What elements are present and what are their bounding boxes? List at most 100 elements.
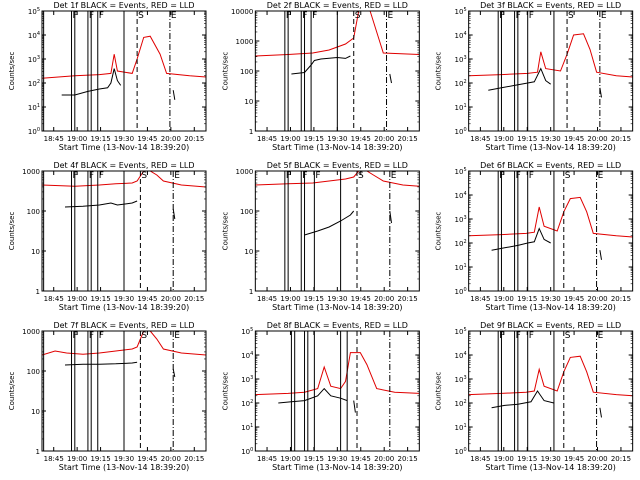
x-tick-label: 18:45 <box>257 455 277 463</box>
x-tick-label: 19:00 <box>67 295 87 303</box>
marker-label: F <box>499 171 504 181</box>
x-tick-label: 20:15 <box>398 135 418 143</box>
y-tick-label: 1000 <box>22 328 40 336</box>
x-tick-label: 18:45 <box>257 295 277 303</box>
marker-label: F <box>516 11 521 21</box>
series-events-line <box>389 73 392 84</box>
chart-title: Det 4f BLACK = Events, RED = LLD <box>53 161 194 170</box>
marker-label: S <box>141 171 147 181</box>
series-events-line <box>172 208 176 220</box>
y-tick-label: 102 <box>455 79 467 88</box>
x-tick-label: 19:00 <box>67 135 87 143</box>
y-tick-label: 100 <box>28 127 40 136</box>
marker-label: S <box>565 171 571 181</box>
x-tick-label: 18:45 <box>44 295 64 303</box>
x-tick-label: 18:45 <box>44 135 64 143</box>
series-events-line <box>172 90 176 100</box>
x-tick-label: 20:00 <box>587 295 607 303</box>
y-axis-label: Counts/sec <box>221 52 229 91</box>
y-tick-label: 104 <box>455 191 467 200</box>
marker-label: S <box>355 11 361 21</box>
x-tick-label: 20:15 <box>611 135 631 143</box>
y-tick-label: 10 <box>31 408 40 416</box>
chart-title: Det 2f BLACK = Events, RED = LLD <box>267 1 408 10</box>
marker-label: S <box>568 11 574 21</box>
y-tick-label: 10 <box>31 248 40 256</box>
x-tick-label: 19:15 <box>90 135 110 143</box>
y-tick-label: 100 <box>455 287 467 296</box>
x-tick-label: 19:15 <box>517 295 537 303</box>
series-events-line <box>599 250 602 260</box>
y-axis-label: Counts/sec <box>8 212 16 251</box>
marker-label: E <box>174 331 180 341</box>
chart-title: Det 6f BLACK = Events, RED = LLD <box>480 161 621 170</box>
x-axis-label: Start Time (13-Nov-14 18:39:20) <box>272 143 402 152</box>
series-lld-line <box>255 352 420 396</box>
marker-label: F <box>73 331 78 341</box>
marker-label: F <box>312 11 317 21</box>
plot-area <box>255 11 420 131</box>
marker-label: E <box>601 11 607 21</box>
x-tick-label: 20:00 <box>374 455 394 463</box>
x-tick-label: 18:45 <box>470 455 490 463</box>
marker-label: F <box>99 11 104 21</box>
x-tick-label: 19:30 <box>114 295 134 303</box>
x-tick-label: 20:15 <box>398 455 418 463</box>
y-tick-label: 10 <box>244 98 253 106</box>
marker-label: E <box>391 171 397 181</box>
y-tick-label: 103 <box>241 375 253 384</box>
series-events-line <box>353 400 356 413</box>
y-tick-label: 102 <box>455 239 467 248</box>
marker-label: F <box>89 331 94 341</box>
x-axis-label: Start Time (13-Nov-14 18:39:20) <box>485 143 615 152</box>
y-tick-label: 101 <box>455 423 467 432</box>
x-tick-label: 20:00 <box>587 135 607 143</box>
y-tick-label: 100 <box>240 208 253 216</box>
y-tick-label: 101 <box>455 103 467 112</box>
y-tick-label: 104 <box>455 351 467 360</box>
y-tick-label: 103 <box>28 55 40 64</box>
chart-title: Det 7f BLACK = Events, RED = LLD <box>53 321 194 330</box>
plot-area <box>468 331 633 451</box>
marker-label: F <box>529 11 534 21</box>
chart-panel: 100 101 102 103 104 105 18:45 19:00 19:15 19:30 19… <box>221 321 420 472</box>
series-events-line <box>599 407 602 418</box>
y-tick-label: 1000 <box>22 168 40 176</box>
chart-title: Det 8f BLACK = Events, RED = LLD <box>267 321 408 330</box>
y-tick-label: 103 <box>455 215 467 224</box>
x-tick-label: 19:45 <box>137 455 157 463</box>
x-tick-label: 19:15 <box>517 135 537 143</box>
y-tick-label: 102 <box>28 79 40 88</box>
marker-label: F <box>89 171 94 181</box>
x-tick-label: 19:30 <box>327 295 347 303</box>
y-tick-label: 100 <box>455 127 467 136</box>
x-tick-label: 19:15 <box>517 455 537 463</box>
y-tick-label: 1 <box>36 448 40 456</box>
series-events-line <box>488 67 551 91</box>
series-events-line <box>291 55 351 75</box>
marker-label: E <box>388 11 394 21</box>
marker-label: F <box>73 11 78 21</box>
series-events-line <box>172 368 176 378</box>
axes-frame <box>468 330 634 452</box>
marker-label: F <box>315 171 320 181</box>
marker-label: F <box>516 171 521 181</box>
x-tick-label: 18:45 <box>470 295 490 303</box>
x-tick-label: 19:15 <box>304 455 324 463</box>
x-tick-label: 19:30 <box>541 455 561 463</box>
series-events-line <box>278 387 348 404</box>
x-tick-label: 19:30 <box>327 135 347 143</box>
y-tick-label: 100 <box>455 447 467 456</box>
y-tick-label: 1000 <box>236 38 254 46</box>
marker-label: F <box>516 331 521 341</box>
y-tick-label: 1000 <box>236 168 254 176</box>
marker-label: F <box>286 11 291 21</box>
x-tick-label: 19:45 <box>564 455 584 463</box>
x-axis-label: Start Time (13-Nov-14 18:39:20) <box>59 303 189 312</box>
x-axis-label: Start Time (13-Nov-14 18:39:20) <box>485 303 615 312</box>
marker-label: F <box>89 11 94 21</box>
marker-label: E <box>171 11 177 21</box>
